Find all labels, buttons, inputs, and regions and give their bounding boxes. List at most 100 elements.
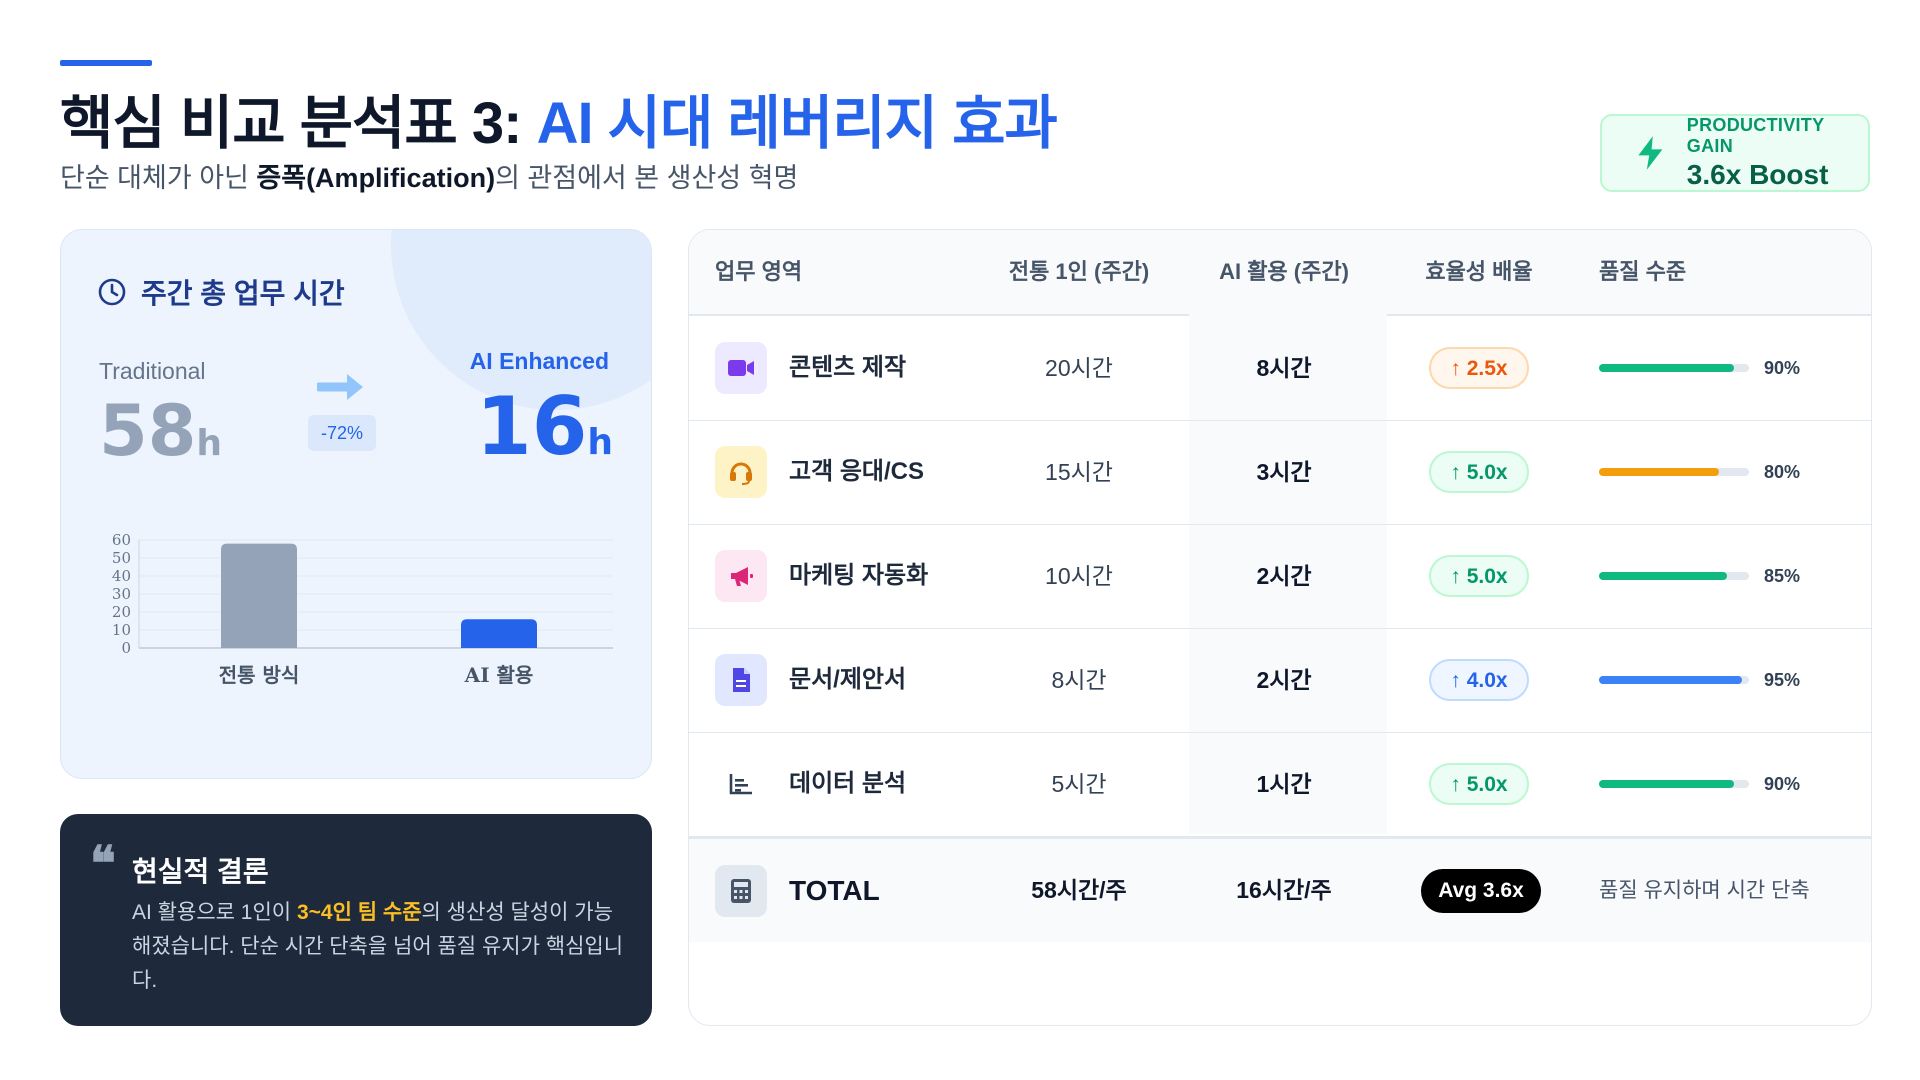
quality-bar-track xyxy=(1599,468,1749,476)
area-name: 데이터 분석 xyxy=(789,770,907,797)
body-post: 의 생산성 달성이 가능해졌습니다. 단순 시간 단축을 넘어 품질 유지가 핵… xyxy=(132,901,624,992)
body-highlight: 3~4인 팀 수준 xyxy=(296,901,422,924)
bar xyxy=(221,543,297,648)
x-tick-label: AI 활용 xyxy=(464,663,534,687)
traditional-hours: 5시간 xyxy=(1051,771,1107,797)
multiplier-badge: ↑ 2.5x xyxy=(1429,347,1529,389)
y-tick-label: 50 xyxy=(112,549,131,567)
header-traditional: 전통 1인 (주간) xyxy=(1008,259,1150,284)
y-tick-label: 20 xyxy=(112,603,131,621)
page-subtitle: 단순 대체가 아닌 증폭(Amplification)의 관점에서 본 생산성 … xyxy=(60,156,798,195)
traditional-value: 58h xyxy=(99,390,222,472)
bar xyxy=(461,619,537,648)
quality-bar-track xyxy=(1599,780,1749,788)
multiplier-badge: ↑ 4.0x xyxy=(1429,659,1529,701)
ai-unit: h xyxy=(587,422,613,463)
ai-label: AI Enhanced xyxy=(469,348,609,374)
megaphone-icon xyxy=(715,550,767,602)
quality-bar-fill xyxy=(1599,364,1734,372)
bolt-icon xyxy=(1638,136,1663,170)
badge-value: 3.6x Boost xyxy=(1686,159,1829,190)
quality-bar-track xyxy=(1599,572,1749,580)
quality-bar-fill xyxy=(1599,676,1742,684)
multiplier-badge: ↑ 5.0x xyxy=(1429,763,1529,805)
title-highlight: AI 시대 레버리지 효과 xyxy=(536,91,1058,156)
traditional-number: 58 xyxy=(99,390,197,472)
title-prefix: 핵심 비교 분석표 3: xyxy=(60,91,537,156)
table-row: 고객 응대/CS 15시간 3시간 ↑ 5.0x 80% xyxy=(689,420,1871,525)
document-icon xyxy=(715,654,767,706)
header-ai: AI 활용 (주간) xyxy=(1219,259,1349,284)
body-pre: AI 활용으로 1인이 xyxy=(132,901,297,924)
conclusion-title: 현실적 결론 xyxy=(132,856,269,887)
quote-icon: ❝ xyxy=(90,836,116,892)
area-name: 고객 응대/CS xyxy=(789,458,924,485)
subtitle-pre: 단순 대체가 아닌 xyxy=(60,163,257,193)
y-tick-label: 30 xyxy=(112,585,131,603)
title-accent-bar xyxy=(60,60,152,66)
traditional-label: Traditional xyxy=(99,358,206,384)
area-name: 마케팅 자동화 xyxy=(789,562,929,589)
traditional-hours: 15시간 xyxy=(1045,459,1113,485)
total-label: TOTAL xyxy=(789,875,880,906)
table-row: 문서/제안서 8시간 2시간 ↑ 4.0x 95% xyxy=(689,628,1871,733)
arrow-right-icon xyxy=(317,374,363,400)
page-title: 핵심 비교 분석표 3: AI 시대 레버리지 효과 xyxy=(60,76,1058,160)
y-tick-label: 0 xyxy=(121,639,131,657)
ai-column-highlight xyxy=(1189,314,1387,834)
productivity-badge: PRODUCTIVITY GAIN 3.6x Boost xyxy=(1600,114,1870,192)
subtitle-bold: 증폭(Amplification) xyxy=(256,163,496,193)
total-ai: 16시간/주 xyxy=(1236,877,1332,903)
badge-label: PRODUCTIVITY GAIN xyxy=(1686,115,1825,156)
card-header: 주간 총 업무 시간 xyxy=(97,272,345,312)
total-quality-note: 품질 유지하며 시간 단축 xyxy=(1599,879,1810,902)
ai-hours: 2시간 xyxy=(1256,563,1312,589)
total-traditional: 58시간/주 xyxy=(1031,877,1127,903)
conclusion-body: AI 활용으로 1인이 3~4인 팀 수준의 생산성 달성이 가능해졌습니다. … xyxy=(132,896,628,998)
clock-icon xyxy=(98,278,126,306)
ai-hours: 1시간 xyxy=(1256,771,1312,797)
total-row: TOTAL 58시간/주 16시간/주 Avg 3.6x 품질 유지하며 시간 … xyxy=(689,836,1871,942)
table-header: 업무 영역 전통 1인 (주간) AI 활용 (주간) 효율성 배율 품질 수준 xyxy=(689,230,1871,316)
table-row: 콘텐츠 제작 20시간 8시간 ↑ 2.5x 90% xyxy=(689,316,1871,421)
avg-multiplier-badge: Avg 3.6x xyxy=(1421,869,1541,913)
quality-percent: 95% xyxy=(1764,670,1801,690)
conclusion-card: ❝ 현실적 결론 AI 활용으로 1인이 3~4인 팀 수준의 생산성 달성이 … xyxy=(60,814,652,1026)
reduction-badge: -72% xyxy=(308,415,376,451)
multiplier-badge: ↑ 5.0x xyxy=(1429,555,1529,597)
calculator-icon xyxy=(715,865,767,917)
traditional-hours: 10시간 xyxy=(1045,563,1113,589)
headset-icon xyxy=(715,446,767,498)
multiplier-badge: ↑ 5.0x xyxy=(1429,451,1529,493)
quality-percent: 80% xyxy=(1764,462,1801,482)
ai-hours: 8시간 xyxy=(1256,355,1312,381)
quality-bar-fill xyxy=(1599,780,1734,788)
header-area: 업무 영역 xyxy=(715,259,803,284)
video-icon xyxy=(715,342,767,394)
card-title: 주간 총 업무 시간 xyxy=(141,278,345,309)
quality-percent: 90% xyxy=(1764,774,1801,794)
table-row: 데이터 분석 5시간 1시간 ↑ 5.0x 90% xyxy=(689,732,1871,837)
traditional-hours: 20시간 xyxy=(1045,355,1113,381)
weekly-hours-card: 주간 총 업무 시간 Traditional 58h -72% AI Enhan… xyxy=(60,229,652,779)
y-tick-label: 40 xyxy=(112,567,131,585)
ai-hours: 2시간 xyxy=(1256,667,1312,693)
quality-bar-track xyxy=(1599,676,1749,684)
area-name: 콘텐츠 제작 xyxy=(789,354,907,381)
header-quality: 품질 수준 xyxy=(1599,259,1687,284)
traditional-unit: h xyxy=(196,423,223,464)
ai-hours: 3시간 xyxy=(1256,459,1312,485)
chart-bars-icon xyxy=(715,758,767,810)
quality-percent: 85% xyxy=(1764,566,1801,586)
comparison-table: 업무 영역 전통 1인 (주간) AI 활용 (주간) 효율성 배율 품질 수준… xyxy=(688,229,1872,1026)
quality-bar-track xyxy=(1599,364,1749,372)
ai-number: 16 xyxy=(476,380,588,473)
x-tick-label: 전통 방식 xyxy=(219,663,300,687)
quality-bar-fill xyxy=(1599,468,1719,476)
subtitle-post: 의 관점에서 본 생산성 혁명 xyxy=(495,163,799,193)
y-tick-label: 10 xyxy=(112,621,131,639)
area-name: 문서/제안서 xyxy=(789,666,907,693)
quality-percent: 90% xyxy=(1764,358,1801,378)
header-multiplier: 효율성 배율 xyxy=(1425,259,1533,284)
